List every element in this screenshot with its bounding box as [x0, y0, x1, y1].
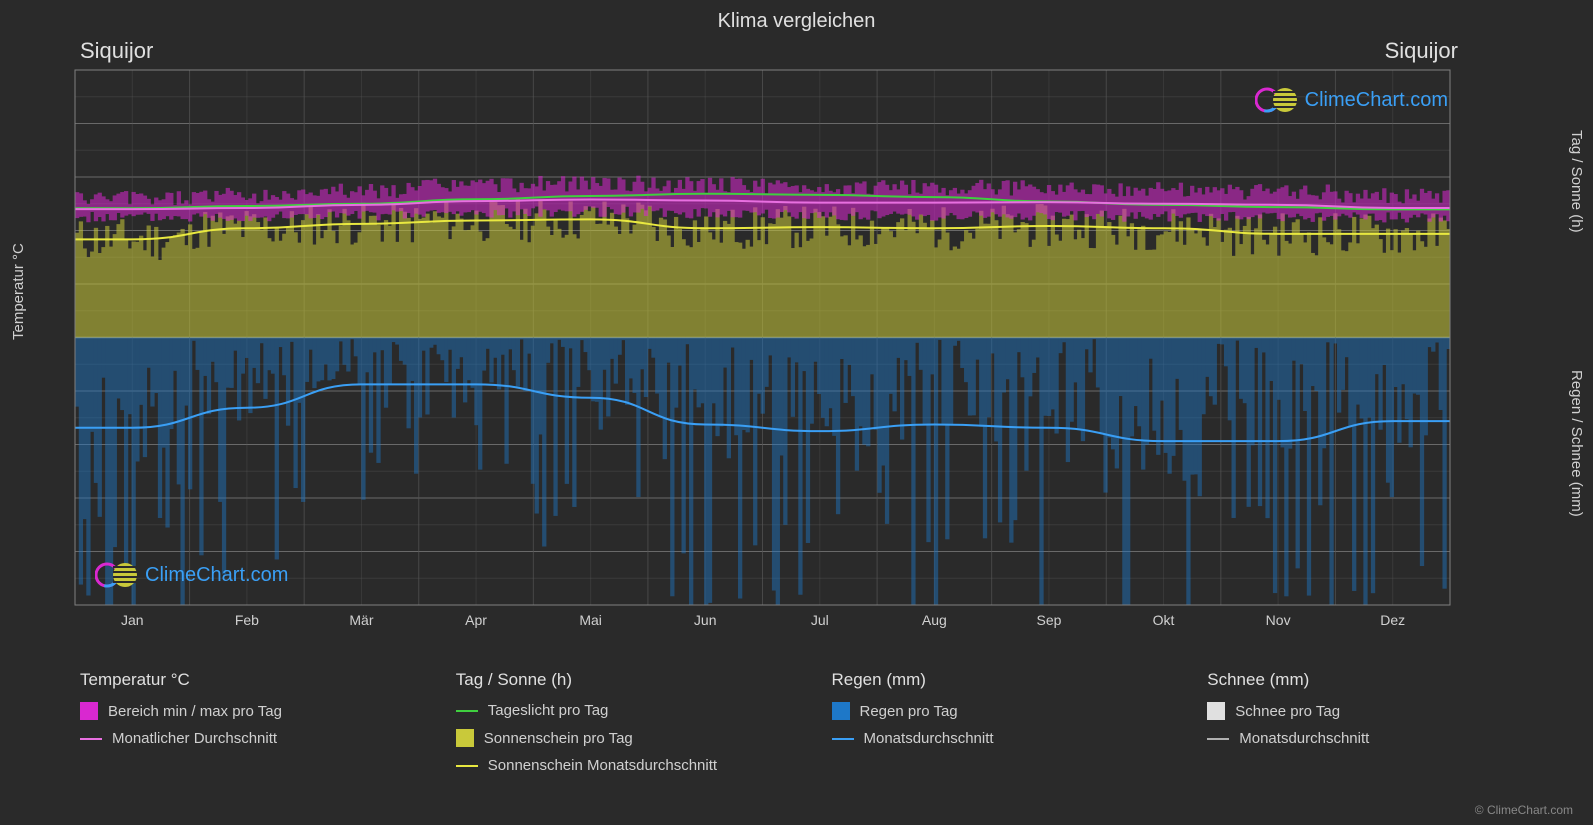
- svg-text:Sep: Sep: [1036, 612, 1061, 628]
- swatch-line-icon: [80, 738, 102, 740]
- legend-item: Sonnenschein pro Tag: [456, 729, 802, 747]
- legend-item: Schnee pro Tag: [1207, 702, 1553, 720]
- legend-label: Regen pro Tag: [860, 703, 958, 720]
- svg-text:Jun: Jun: [694, 612, 717, 628]
- legend-col-rain: Regen (mm) Regen pro Tag Monatsdurchschni…: [832, 670, 1178, 784]
- watermark-bottom-left: ClimeChart.com: [95, 560, 288, 590]
- swatch-line-icon: [1207, 738, 1229, 740]
- legend-title: Schnee (mm): [1207, 670, 1553, 690]
- svg-text:Apr: Apr: [465, 612, 487, 628]
- legend-label: Tageslicht pro Tag: [488, 702, 609, 719]
- svg-text:Jan: Jan: [121, 612, 144, 628]
- legend-item: Regen pro Tag: [832, 702, 1178, 720]
- legend-label: Sonnenschein pro Tag: [484, 730, 633, 747]
- legend-label: Sonnenschein Monatsdurchschnitt: [488, 757, 717, 774]
- legend-col-sun: Tag / Sonne (h) Tageslicht pro Tag Sonnen…: [456, 670, 802, 784]
- swatch-box-icon: [456, 729, 474, 747]
- swatch-line-icon: [832, 738, 854, 740]
- swatch-line-icon: [456, 710, 478, 712]
- legend-title: Tag / Sonne (h): [456, 670, 802, 690]
- chart-svg: -50-40-30-20-100102030405006121824102030…: [65, 65, 1460, 630]
- logo-icon: [1255, 85, 1297, 115]
- svg-text:Dez: Dez: [1380, 612, 1405, 628]
- legend-col-snow: Schnee (mm) Schnee pro Tag Monatsdurchsch…: [1207, 670, 1553, 784]
- legend-item: Sonnenschein Monatsdurchschnitt: [456, 757, 802, 774]
- svg-text:Jul: Jul: [811, 612, 829, 628]
- legend-col-temp: Temperatur °C Bereich min / max pro Tag M…: [80, 670, 426, 784]
- watermark-text: ClimeChart.com: [145, 564, 288, 587]
- legend-item: Bereich min / max pro Tag: [80, 702, 426, 720]
- y-axis-right-bottom-label: Regen / Schnee (mm): [1568, 370, 1585, 517]
- watermark-top-right: ClimeChart.com: [1255, 85, 1448, 115]
- legend-title: Regen (mm): [832, 670, 1178, 690]
- legend-label: Bereich min / max pro Tag: [108, 703, 282, 720]
- legend: Temperatur °C Bereich min / max pro Tag M…: [80, 670, 1553, 784]
- logo-icon: [95, 560, 137, 590]
- legend-label: Schnee pro Tag: [1235, 703, 1340, 720]
- y-axis-right-top-label: Tag / Sonne (h): [1568, 130, 1585, 233]
- y-axis-left-label: Temperatur °C: [10, 243, 27, 340]
- credit-text: © ClimeChart.com: [1475, 803, 1573, 817]
- legend-item: Tageslicht pro Tag: [456, 702, 802, 719]
- svg-text:Nov: Nov: [1266, 612, 1291, 628]
- legend-item: Monatsdurchschnitt: [1207, 730, 1553, 747]
- legend-label: Monatsdurchschnitt: [1239, 730, 1369, 747]
- svg-text:Okt: Okt: [1153, 612, 1175, 628]
- svg-text:Mär: Mär: [349, 612, 373, 628]
- swatch-box-icon: [1207, 702, 1225, 720]
- swatch-box-icon: [832, 702, 850, 720]
- legend-item: Monatsdurchschnitt: [832, 730, 1178, 747]
- location-label-left: Siquijor: [80, 38, 153, 64]
- legend-label: Monatsdurchschnitt: [864, 730, 994, 747]
- legend-item: Monatlicher Durchschnitt: [80, 730, 426, 747]
- chart-title: Klima vergleichen: [0, 0, 1593, 33]
- chart-plot-area: -50-40-30-20-100102030405006121824102030…: [65, 65, 1460, 630]
- legend-label: Monatlicher Durchschnitt: [112, 730, 277, 747]
- watermark-text: ClimeChart.com: [1305, 89, 1448, 112]
- location-label-right: Siquijor: [1385, 38, 1458, 64]
- swatch-box-icon: [80, 702, 98, 720]
- svg-text:Mai: Mai: [579, 612, 602, 628]
- svg-text:Aug: Aug: [922, 612, 947, 628]
- swatch-line-icon: [456, 765, 478, 767]
- svg-text:Feb: Feb: [235, 612, 259, 628]
- legend-title: Temperatur °C: [80, 670, 426, 690]
